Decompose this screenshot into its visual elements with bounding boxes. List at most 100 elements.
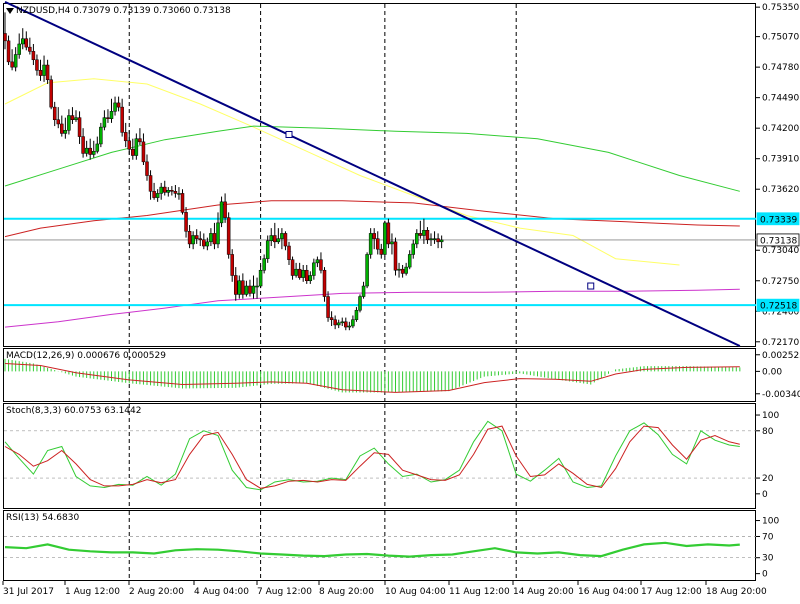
macd-pane-title: MACD(12,26,9) 0.000676 0.000529 [6, 351, 166, 361]
candle-body [60, 123, 64, 134]
candle-body [223, 201, 227, 218]
candle [209, 228, 213, 247]
candle [84, 140, 89, 157]
candle-body [265, 240, 270, 259]
candle [379, 243, 384, 259]
candle-body [92, 151, 96, 155]
candle [322, 267, 327, 302]
candle-body [209, 233, 213, 243]
moving-average-ma_yellow [4, 78, 680, 266]
candle-body [63, 130, 68, 134]
candle [155, 189, 160, 202]
candle-body [194, 235, 199, 239]
candle [326, 291, 330, 322]
candle-body [372, 233, 376, 239]
candle [6, 35, 11, 66]
candle-body [258, 269, 263, 287]
stoch-pane: 100 80 20 0 [4, 411, 779, 500]
candle-body [74, 117, 78, 121]
candle-body [269, 235, 273, 242]
candle [138, 128, 142, 146]
candle-body [429, 238, 433, 240]
horizontal-levels [4, 217, 756, 307]
candle [81, 128, 85, 158]
candle [294, 262, 298, 278]
candle [177, 187, 181, 200]
candle [95, 136, 100, 154]
candle-body [297, 268, 302, 278]
candle-body [305, 269, 309, 282]
macd-pane: 0.002525 0.00 -0.003402 [4, 351, 800, 400]
rsi-pane-frame [3, 510, 756, 581]
candle-body [329, 317, 334, 320]
macd-tick-label: -0.003402 [762, 390, 800, 400]
candle-body [45, 64, 50, 81]
candle [191, 231, 195, 250]
moving-average-ma_red [4, 200, 740, 238]
candle [77, 111, 82, 144]
candle [3, 12, 7, 50]
moving-average-ma_green [4, 125, 740, 192]
candle [152, 182, 156, 200]
time-tick-label: 17 Aug 12:00 [641, 587, 702, 597]
candle-body [308, 275, 313, 282]
candle [372, 228, 376, 250]
candle [194, 229, 199, 244]
candle-body [415, 233, 419, 245]
candle [24, 31, 29, 51]
candle-body [24, 38, 29, 48]
candle-body [202, 239, 206, 247]
stoch-tick-label: 20 [762, 474, 774, 484]
candle-body [315, 259, 320, 264]
candle [393, 237, 398, 276]
candle-body [113, 102, 117, 112]
candle [315, 256, 320, 268]
time-tick-label: 10 Aug 04:00 [385, 587, 446, 597]
candle [386, 218, 391, 249]
candle-body [120, 106, 124, 133]
price-tick-label: 0.74780 [762, 63, 799, 73]
candle [17, 33, 21, 59]
candle [120, 98, 124, 137]
candle-body [17, 43, 21, 55]
candle [202, 233, 206, 250]
candle [365, 252, 369, 289]
candle [63, 117, 68, 139]
candle [60, 115, 64, 137]
time-tick-label: 18 Aug 20:00 [706, 587, 767, 597]
candle-body [376, 238, 380, 250]
candle-body [191, 235, 195, 245]
candle-body [38, 70, 43, 76]
candle [230, 249, 234, 282]
moving-average-ma_magenta [4, 288, 740, 328]
candle-body [354, 309, 359, 320]
stoch-line-stoch_signal [4, 425, 740, 489]
level-price-label: 0.73339 [760, 215, 797, 225]
candle [358, 294, 362, 313]
candle [361, 281, 366, 299]
trendline-group[interactable] [4, 0, 741, 347]
candle-body [198, 238, 202, 240]
macd-tick-label: 0.00 [762, 367, 782, 377]
candle [287, 241, 291, 265]
candle [131, 138, 135, 160]
candle [336, 319, 341, 329]
candle-body [212, 233, 217, 245]
candle [344, 317, 348, 331]
candle-body [386, 222, 391, 245]
candle-body [400, 268, 405, 274]
candle [283, 231, 288, 251]
candle-body [347, 325, 352, 328]
candle [163, 180, 167, 196]
candle-body [276, 238, 281, 243]
trendline-handle [285, 130, 293, 138]
candle-body [180, 193, 185, 213]
candle-body [131, 148, 135, 156]
time-tick-label: 2 Aug 20:00 [129, 587, 184, 597]
candle [216, 212, 220, 249]
price-axis: 0.75350 0.75070 0.74780 0.74490 0.74200 0.739… [756, 3, 799, 348]
candle-body [21, 38, 25, 45]
rsi-tick-label: 70 [762, 532, 774, 542]
